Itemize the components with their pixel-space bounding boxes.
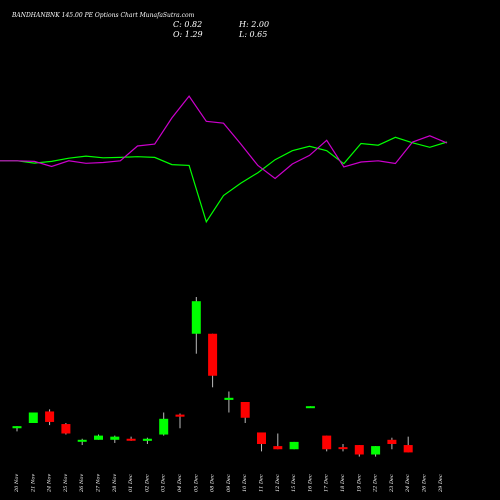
candle [289,441,299,450]
candle-body-down [126,438,136,441]
x-axis: 20 Nov 21 Nov 24 Nov 25 Nov 26 Nov 27 Nov 28 N… [14,474,444,493]
x-tick-label: 01 Dec [128,474,134,492]
candle-body-up [191,301,201,334]
x-tick-label: 25 Nov [63,474,69,493]
candle-body-down [61,424,71,434]
candle [387,437,397,450]
candle [94,434,103,440]
candle [305,406,315,409]
candle-body-up [142,438,152,441]
candle-body-down [175,414,185,417]
x-tick-label: 21 Nov [30,474,36,493]
x-tick-label: 27 Nov [96,474,102,493]
candle [175,413,185,429]
candlestick-series [12,297,413,457]
high-value: H: 2.00 [238,20,269,29]
x-tick-label: 05 Dec [193,474,199,492]
candle [45,409,55,426]
x-tick-label: 04 Dec [177,474,183,492]
candle [322,435,332,452]
x-tick-label: 23 Dec [389,474,395,493]
candle [110,435,120,443]
candle [371,446,381,457]
candle-body-up [28,412,38,423]
x-tick-label: 22 Dec [373,474,379,493]
candle [126,436,136,441]
candle [208,333,218,388]
candle [159,412,169,436]
candle-body-up [371,446,381,455]
x-tick-label: 11 Dec [259,474,265,492]
open-value: O: 1.29 [173,30,203,39]
candle [403,436,413,453]
candle-body-down [273,446,283,450]
x-tick-label: 15 Dec [291,474,297,492]
x-tick-label: 02 Dec [144,474,150,492]
x-tick-label: 24 Dec [405,474,411,493]
candle [257,432,266,452]
candle-body-up [77,439,87,442]
candle [61,423,71,435]
candle [224,391,234,413]
x-tick-label: 17 Dec [324,474,330,492]
candle-body-down [354,445,364,455]
candle [28,412,38,423]
close-value: C: 0.82 [173,20,202,29]
x-tick-label: 03 Dec [161,474,167,492]
x-tick-label: 20 Nov [14,474,20,493]
x-tick-label: 24 Nov [47,474,53,493]
x-tick-label: 26 Nov [79,474,85,493]
x-tick-label: 26 Dec [422,474,428,493]
candle [191,297,201,354]
candle [338,444,348,452]
candle [273,433,283,450]
candle-body-up [12,426,22,429]
candle-body-up [94,435,103,440]
candle [240,402,250,423]
x-tick-label: 18 Dec [340,474,346,492]
low-value: L: 0.65 [238,30,267,39]
candle-body-up [110,436,120,440]
candle-body-down [403,445,413,453]
x-tick-label: 09 Dec [226,474,232,492]
candle [354,445,364,457]
x-tick-label: 16 Dec [307,474,313,492]
x-tick-label: 19 Dec [356,474,362,492]
candle [142,437,152,444]
x-tick-label: 12 Dec [275,474,281,492]
candle-body-down [45,411,55,422]
candle-body-down [322,435,332,450]
candle-body-down [208,333,218,376]
candle [77,438,87,446]
candle-body-up [305,406,315,409]
green-indicator-line [0,136,448,224]
x-tick-label: 10 Dec [242,474,248,492]
candle-body-down [338,447,348,450]
candle-body-down [387,439,397,444]
indicator-lines [0,95,448,224]
candle-body-down [257,432,266,444]
candle-body-up [159,418,169,435]
candle [12,426,22,432]
x-tick-label: 28 Nov [112,474,118,493]
purple-indicator-line [0,95,448,180]
candle-body-up [289,441,299,450]
candle-body-up [224,397,234,400]
x-tick-label: 29 Dec [438,474,444,493]
candle-body-down [240,402,250,418]
x-tick-label: 08 Dec [210,474,216,492]
chart-title: BANDHANBNK 145.00 PE Options Chart Munaf… [11,12,195,19]
